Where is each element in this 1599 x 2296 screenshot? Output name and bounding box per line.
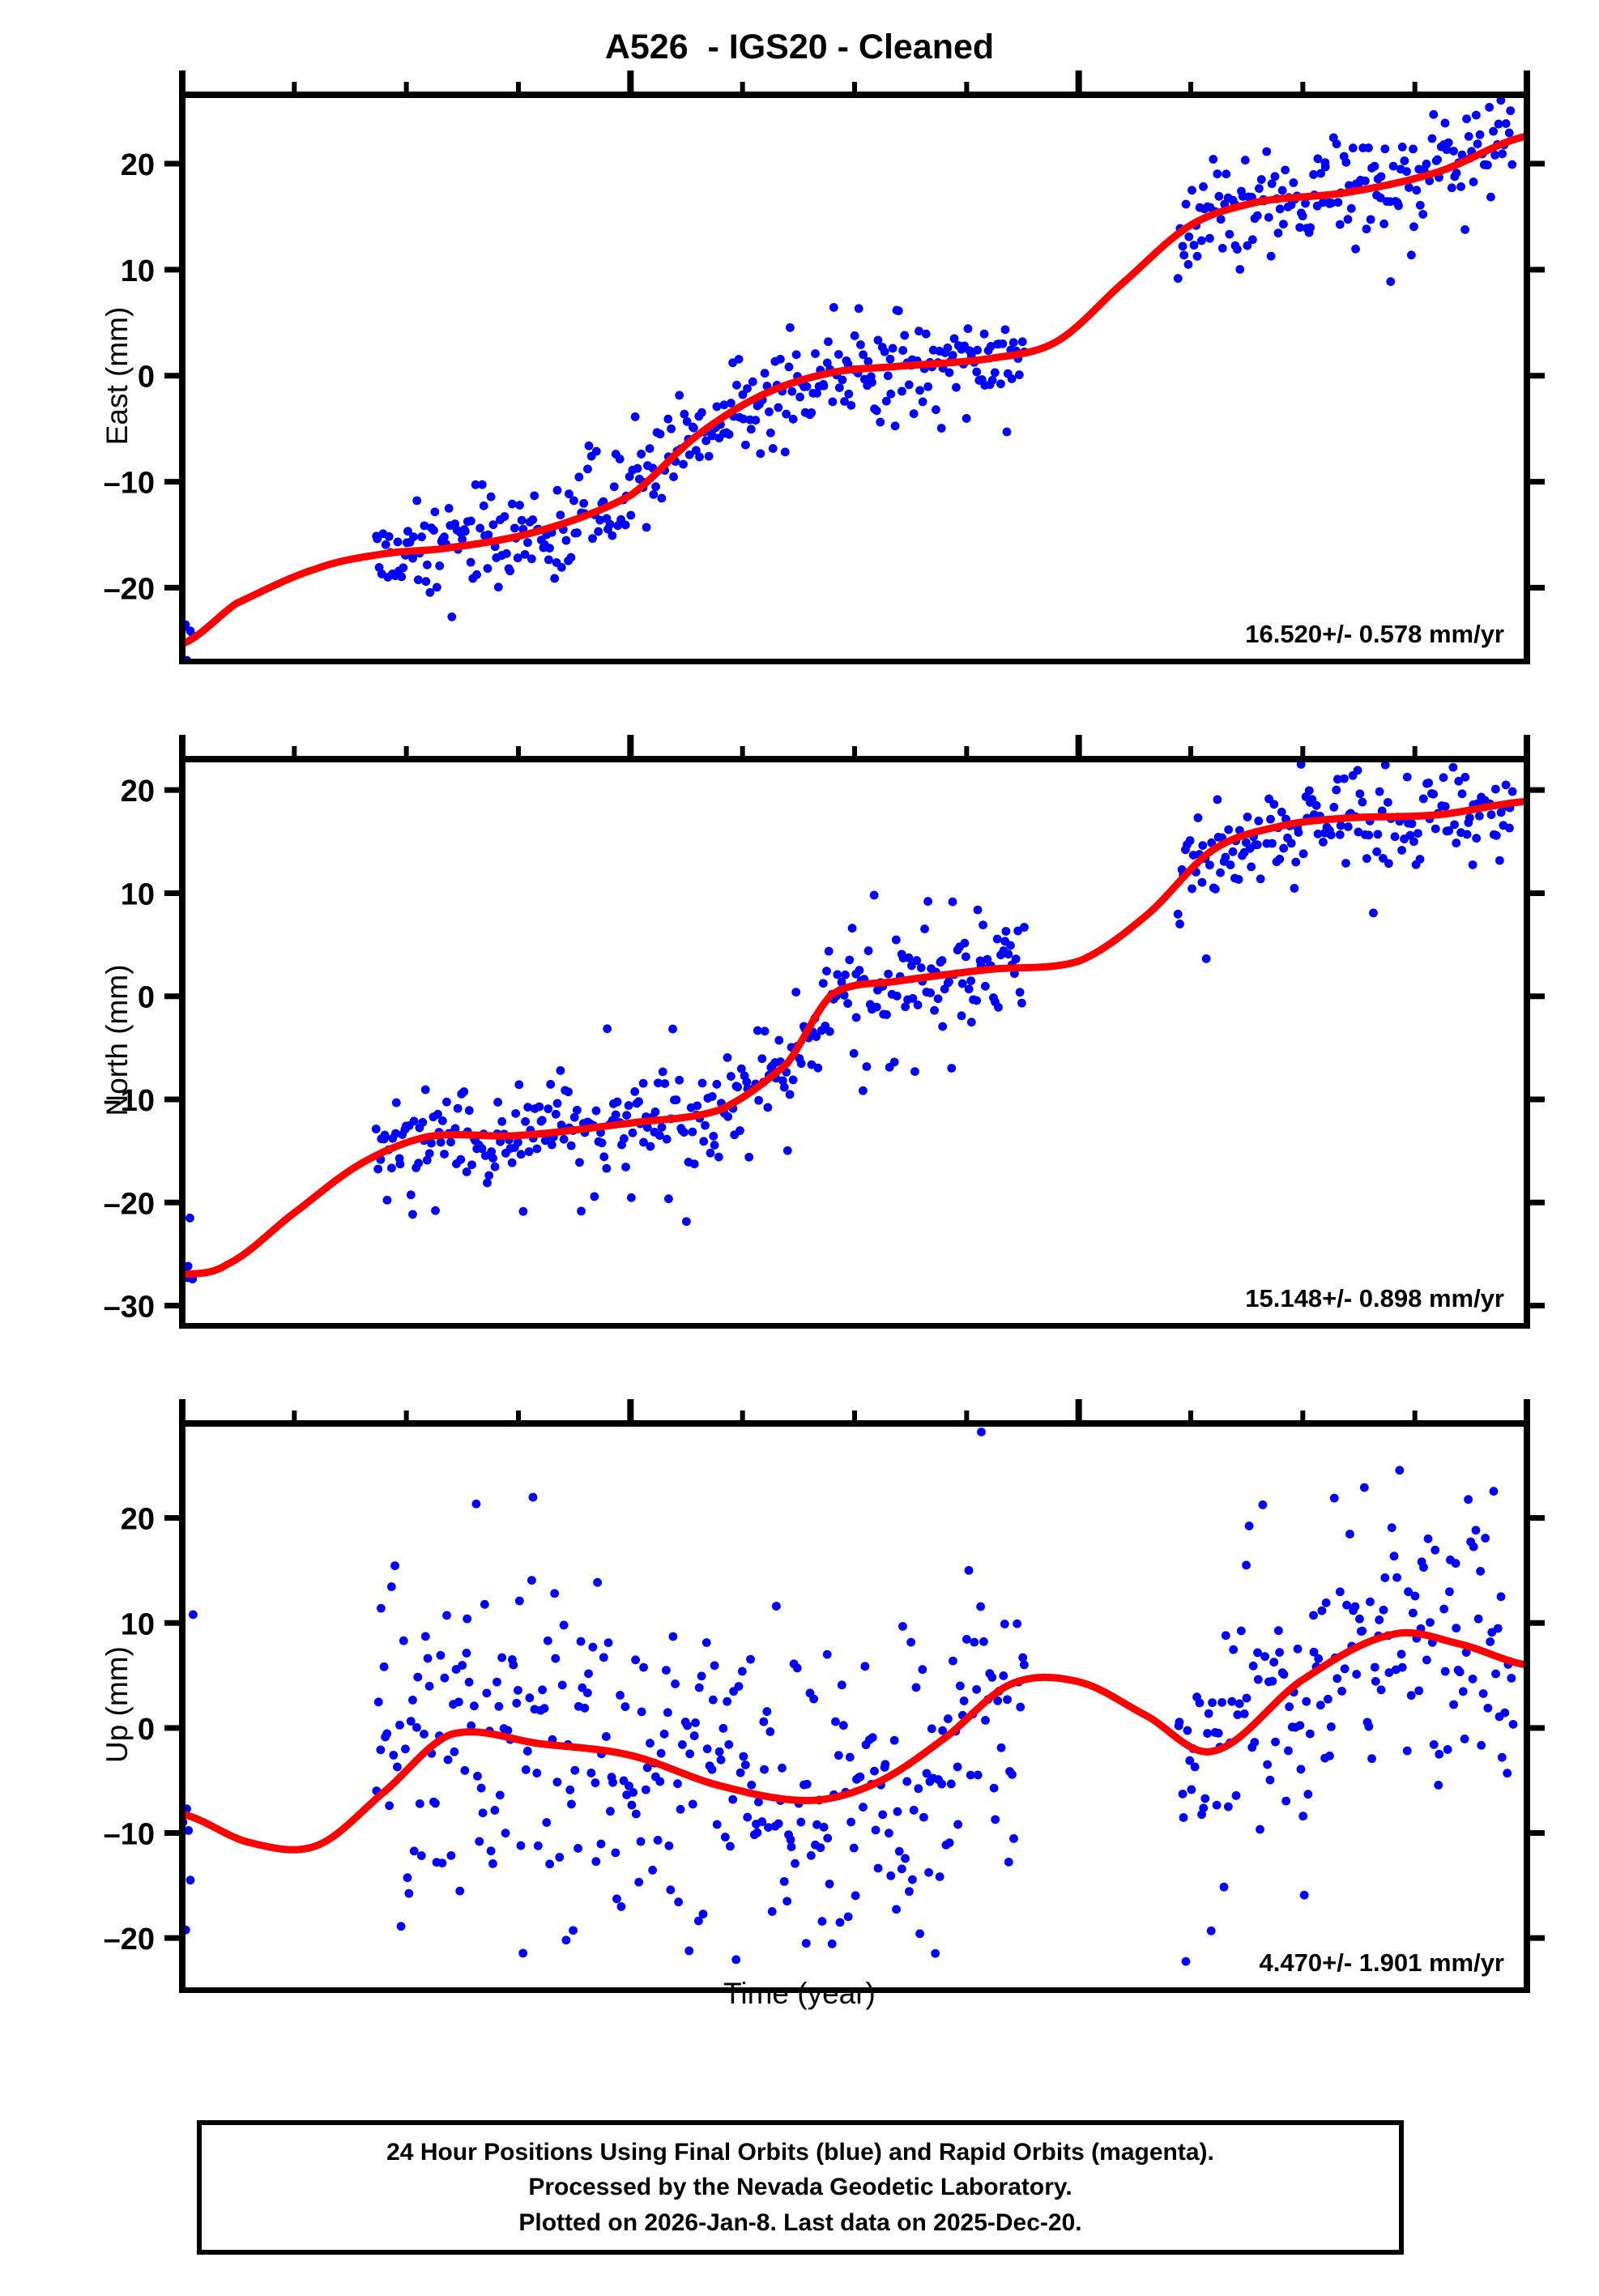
data-layer-north: [182, 759, 1527, 1284]
footer-line-processing: Processed by the Nevada Geodetic Laborat…: [528, 2174, 1072, 2201]
y-tick-label: 0: [138, 981, 155, 1015]
y-tick-label: 0: [138, 361, 155, 395]
y-axis-ticks-up: –20 –10 0 10 20: [104, 1503, 1545, 1957]
x-axis-ticks-east: 2023202420252026: [179, 70, 1530, 664]
y-tick-label: –10: [104, 1084, 155, 1118]
rate-annotation-up: 4.470+/- 1.901 mm/yr: [1260, 1948, 1504, 1977]
y-tick-label: –30: [104, 1291, 155, 1325]
panel-up: –20 –10 0 10 20 20232024202520264.470+/- 1.90…: [0, 1377, 1599, 1993]
y-tick-label: 20: [121, 775, 155, 809]
panel-north: –30 –20 –10 0 10 20 202320242025202615.148+/- …: [0, 713, 1599, 1329]
plot-east: –20 –10 0 10 20 202320242025202616.520+/- 0.5…: [104, 70, 1545, 664]
y-tick-label: –20: [104, 572, 155, 606]
scatter-points-east: [182, 96, 1517, 662]
y-tick-label: 10: [121, 877, 155, 911]
trend-line-up: [182, 1628, 1527, 1854]
y-tick-label: 0: [138, 1713, 155, 1747]
plot-north: –30 –20 –10 0 10 20 202320242025202615.148+/- …: [104, 735, 1545, 1329]
y-axis-label-north: North (mm): [100, 964, 134, 1116]
y-tick-label: –10: [104, 467, 155, 501]
y-tick-label: 20: [121, 148, 155, 182]
axes-box-up: [179, 1420, 1530, 1993]
y-axis-label-east: East (mm): [100, 306, 134, 446]
y-tick-label: –20: [104, 1923, 155, 1957]
footer-line-dates: Plotted on 2026-Jan-8. Last data on 2025…: [518, 2209, 1082, 2236]
y-tick-label: 10: [121, 254, 155, 288]
y-tick-label: 10: [121, 1607, 155, 1641]
footer-note-box: 24 Hour Positions Using Final Orbits (bl…: [197, 2120, 1404, 2255]
rate-annotation-east: 16.520+/- 0.578 mm/yr: [1245, 620, 1504, 648]
y-tick-label: –20: [104, 1187, 155, 1221]
panel-east: –20 –10 0 10 20 202320242025202616.520+/- 0.5…: [0, 49, 1599, 664]
footer-line-orbits: 24 Hour Positions Using Final Orbits (bl…: [386, 2138, 1214, 2166]
trend-line-north: [182, 797, 1527, 1278]
data-layer-up: [182, 1428, 1527, 1966]
plot-up: –20 –10 0 10 20 20232024202520264.470+/- 1.90…: [104, 1399, 1545, 1993]
y-tick-label: 20: [121, 1503, 155, 1537]
rate-annotation-north: 15.148+/- 0.898 mm/yr: [1245, 1284, 1504, 1312]
page-title: A526 - IGS20 - Cleaned: [604, 28, 995, 66]
y-axis-ticks-north: –30 –20 –10 0 10 20: [104, 775, 1545, 1325]
x-axis-label: Time (year): [723, 1977, 876, 2010]
scatter-points-north: [182, 759, 1517, 1284]
data-layer-east: [182, 96, 1527, 662]
x-axis-ticks-up: 2023202420252026: [179, 1399, 1530, 1993]
scatter-points-up: [182, 1428, 1518, 1966]
y-axis-label-up: Up (mm): [100, 1646, 134, 1763]
y-tick-label: –10: [104, 1818, 155, 1852]
trend-line-east: [182, 132, 1527, 648]
x-axis-ticks-north: 2023202420252026: [179, 735, 1530, 1329]
y-axis-ticks-east: –20 –10 0 10 20: [104, 148, 1545, 606]
